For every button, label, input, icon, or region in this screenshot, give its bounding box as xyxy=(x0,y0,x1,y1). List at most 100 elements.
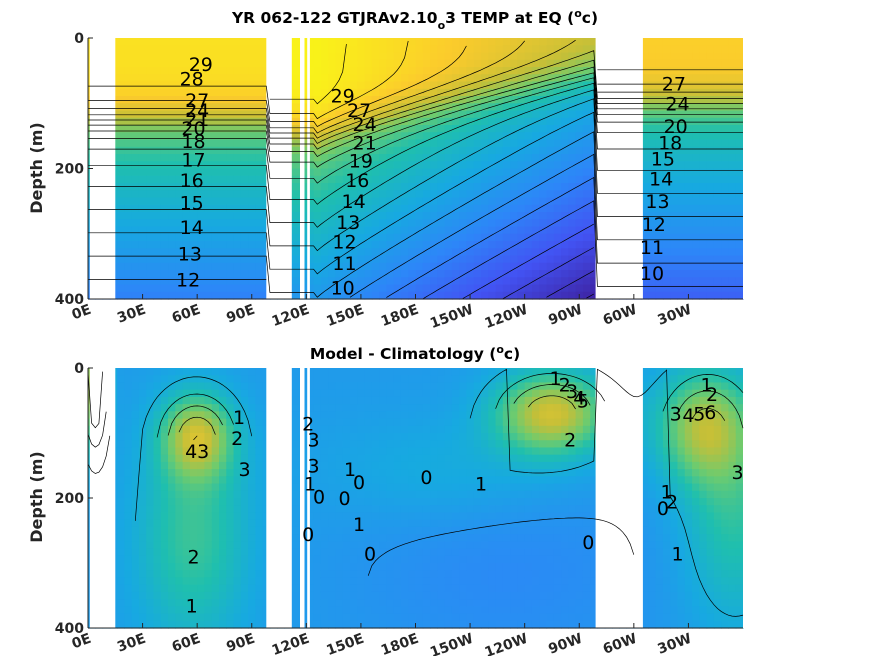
field-cell xyxy=(320,255,329,264)
field-cell xyxy=(240,447,249,456)
field-cell xyxy=(466,183,475,191)
field-cell xyxy=(124,555,133,564)
field-cell xyxy=(400,204,409,213)
field-cell xyxy=(240,139,249,148)
field-cell xyxy=(291,375,300,384)
field-cell xyxy=(568,284,577,293)
field-cell xyxy=(415,233,424,242)
field-cell xyxy=(408,418,417,427)
field-cell xyxy=(379,447,387,456)
contour-line xyxy=(88,45,743,128)
field-cell xyxy=(342,483,351,492)
field-cell xyxy=(692,175,700,184)
field-cell xyxy=(582,139,591,148)
field-cell xyxy=(328,476,337,485)
field-cell xyxy=(342,490,351,499)
field-cell xyxy=(713,183,722,191)
field-cell xyxy=(575,277,584,286)
field-cell xyxy=(248,96,256,104)
field-cell xyxy=(706,204,715,213)
field-cell xyxy=(189,219,198,228)
field-cell xyxy=(350,248,358,257)
field-cell xyxy=(335,469,344,477)
field-cell xyxy=(473,117,482,126)
field-cell xyxy=(240,476,249,485)
field-cell xyxy=(437,262,446,271)
field-cell xyxy=(721,81,730,90)
field-cell xyxy=(582,226,591,235)
field-cell xyxy=(197,469,206,477)
field-cell xyxy=(575,183,584,191)
field-cell xyxy=(568,241,577,249)
field-cell xyxy=(219,368,227,376)
field-cell xyxy=(400,440,409,449)
field-cell xyxy=(371,52,380,61)
field-cell xyxy=(684,248,693,257)
field-cell xyxy=(379,425,387,434)
field-cell xyxy=(204,411,213,420)
field-cell xyxy=(575,88,584,97)
field-cell xyxy=(204,277,213,286)
field-cell xyxy=(335,52,344,61)
field-cell xyxy=(364,555,373,564)
field-cell xyxy=(444,204,453,213)
field-cell xyxy=(306,248,315,257)
field-cell xyxy=(684,226,693,235)
field-cell xyxy=(524,96,533,104)
field-cell xyxy=(320,161,329,170)
field-cell xyxy=(524,139,533,148)
field-cell xyxy=(117,375,125,384)
field-cell xyxy=(415,440,424,449)
field-cell xyxy=(226,110,235,119)
field-cell xyxy=(146,204,155,213)
field-cell xyxy=(204,476,213,485)
field-cell xyxy=(713,88,722,97)
field-cell xyxy=(313,38,322,46)
field-cell xyxy=(684,168,693,177)
field-cell xyxy=(313,498,322,506)
field-cell xyxy=(495,103,504,112)
field-cell xyxy=(204,555,213,564)
field-cell xyxy=(204,255,213,264)
field-cell xyxy=(233,190,242,199)
field-cell xyxy=(197,226,206,235)
field-cell xyxy=(146,512,155,521)
field-cell xyxy=(197,241,206,249)
field-cell xyxy=(211,440,220,449)
field-cell xyxy=(408,270,417,278)
field-cell xyxy=(444,154,453,162)
field-cell xyxy=(233,440,242,449)
field-cell xyxy=(393,541,402,550)
field-cell xyxy=(320,469,329,477)
field-cell xyxy=(153,132,162,141)
field-cell xyxy=(371,168,380,177)
field-cell xyxy=(531,241,540,249)
field-cell xyxy=(684,52,693,61)
field-cell xyxy=(561,45,569,54)
field-cell xyxy=(124,45,133,54)
field-cell xyxy=(226,45,235,54)
field-cell xyxy=(306,197,315,206)
field-cell xyxy=(124,433,133,441)
field-cell xyxy=(291,74,300,83)
field-cell xyxy=(364,284,373,293)
field-cell xyxy=(735,154,744,162)
field-cell xyxy=(189,541,198,550)
difference-field xyxy=(88,368,744,629)
field-cell xyxy=(248,382,256,391)
field-cell xyxy=(408,577,417,586)
field-cell xyxy=(204,59,213,68)
field-cell xyxy=(502,168,511,177)
field-cell xyxy=(291,570,300,579)
field-cell xyxy=(706,241,715,249)
field-cell xyxy=(430,146,438,155)
field-cell xyxy=(335,168,344,177)
field-cell xyxy=(379,277,387,286)
field-cell xyxy=(735,284,744,293)
field-cell xyxy=(408,440,417,449)
field-cell xyxy=(430,190,438,199)
field-cell xyxy=(350,541,358,550)
field-cell xyxy=(400,447,409,456)
field-cell xyxy=(393,233,402,242)
field-cell xyxy=(531,226,540,235)
